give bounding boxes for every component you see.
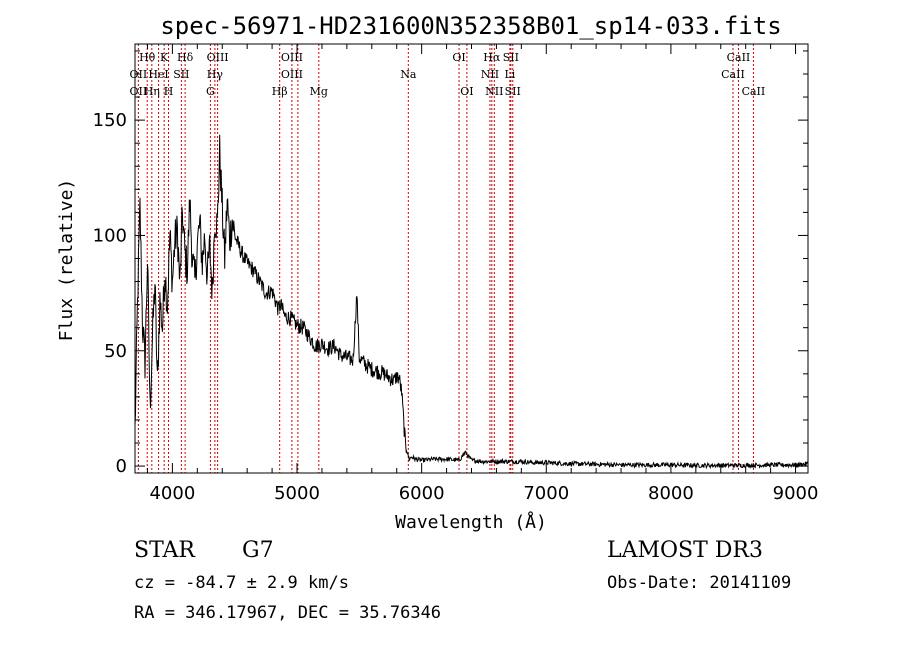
object-subclass: G7 bbox=[242, 538, 274, 563]
line-label: SII bbox=[503, 51, 519, 64]
object-class: STAR bbox=[134, 538, 195, 563]
line-label: OIII bbox=[207, 51, 229, 64]
y-axis-ticks: 0 50 100 150 bbox=[93, 50, 808, 477]
x-tick-label: 5000 bbox=[274, 483, 320, 504]
x-tick-label: 8000 bbox=[648, 483, 694, 504]
line-label: CaII bbox=[727, 51, 751, 64]
line-label: K bbox=[160, 51, 169, 64]
line-label: CaII bbox=[742, 85, 766, 98]
x-axis-label: Wavelength (Å) bbox=[395, 511, 547, 533]
spectral-line-markers bbox=[137, 44, 754, 473]
plot-frame bbox=[134, 43, 809, 474]
line-label: OI bbox=[452, 51, 465, 64]
ra-dec-coordinates: RA = 346.17967, DEC = 35.76346 bbox=[134, 603, 442, 623]
line-label: OIII bbox=[281, 68, 303, 81]
x-tick-label: 9000 bbox=[773, 483, 819, 504]
line-label: OII bbox=[130, 68, 148, 81]
line-label: Hα bbox=[483, 51, 501, 64]
line-label: Na bbox=[400, 68, 417, 81]
line-label: Hδ bbox=[177, 51, 194, 64]
y-tick-label: 0 bbox=[116, 456, 127, 477]
x-tick-label: 7000 bbox=[523, 483, 569, 504]
line-label: NII bbox=[485, 85, 503, 98]
x-axis-ticks: 4000 5000 6000 7000 8000 9000 bbox=[146, 44, 819, 504]
y-axis-label: Flux (relative) bbox=[56, 179, 77, 342]
line-label: CaII bbox=[721, 68, 745, 81]
line-label: Mg bbox=[310, 85, 328, 98]
line-label: OII bbox=[130, 85, 148, 98]
x-tick-label: 6000 bbox=[399, 483, 445, 504]
line-label: NII bbox=[481, 68, 499, 81]
line-label: G bbox=[206, 85, 215, 98]
y-tick-label: 150 bbox=[93, 110, 127, 131]
line-label: Hγ bbox=[207, 68, 224, 81]
line-label: SII bbox=[173, 68, 189, 81]
survey-name: LAMOST DR3 bbox=[607, 538, 763, 563]
y-tick-label: 100 bbox=[93, 225, 127, 246]
line-label: Hβ bbox=[272, 85, 288, 98]
line-label: OI bbox=[460, 85, 473, 98]
flux-series-line bbox=[134, 134, 809, 470]
x-tick-label: 4000 bbox=[149, 483, 195, 504]
line-label: Li bbox=[504, 68, 515, 81]
line-label: H bbox=[164, 85, 174, 98]
line-label: HeI bbox=[148, 68, 168, 81]
line-label: Hη bbox=[144, 85, 160, 98]
observation-date: Obs-Date: 20141109 bbox=[607, 573, 792, 593]
redshift-cz: cz = -84.7 ± 2.9 km/s bbox=[134, 573, 349, 593]
chart-title: spec-56971-HD231600N352358B01_sp14-033.f… bbox=[160, 12, 781, 40]
line-label: OIII bbox=[281, 51, 303, 64]
line-label: SII bbox=[505, 85, 521, 98]
line-label: Hθ bbox=[139, 51, 156, 64]
y-tick-label: 50 bbox=[104, 341, 127, 362]
